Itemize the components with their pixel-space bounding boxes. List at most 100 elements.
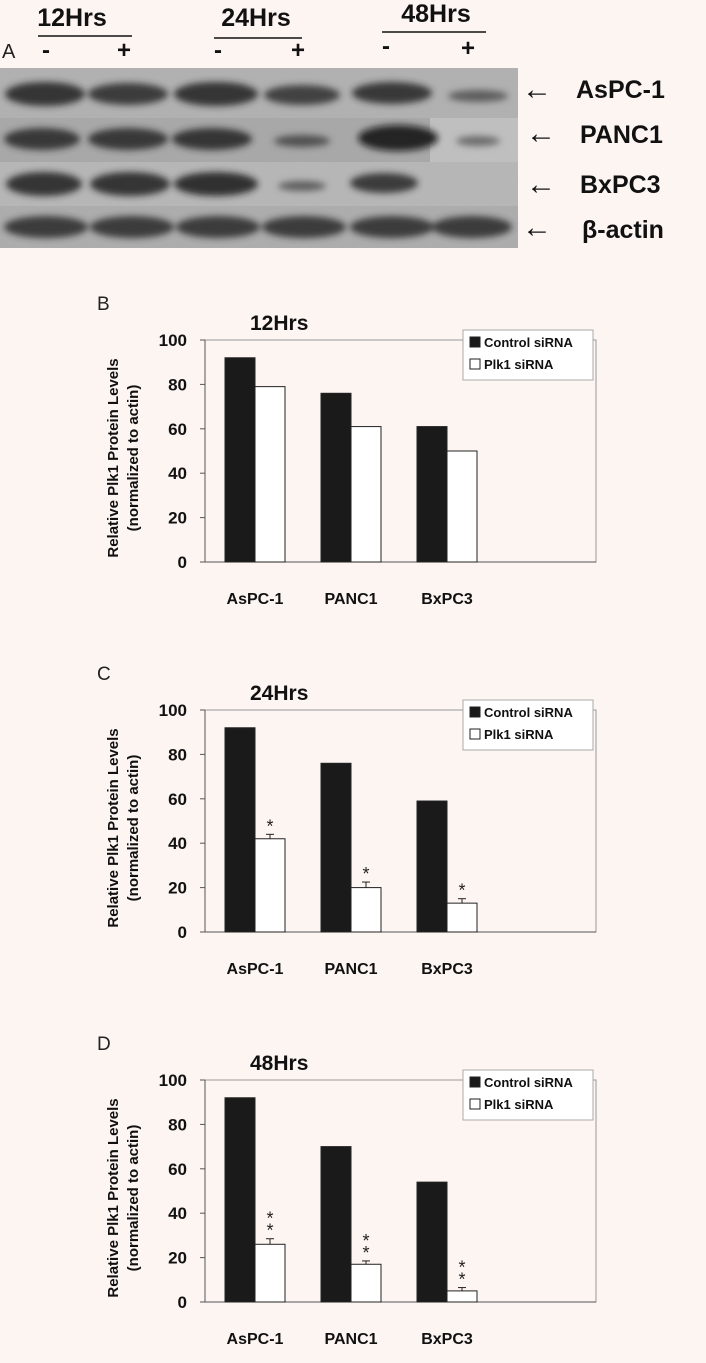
- significance-mark: *: [362, 1231, 369, 1251]
- bar-control-bxpc3: [416, 426, 448, 563]
- row-arrow-actin: ←: [522, 211, 552, 244]
- legend-box: [462, 1069, 594, 1121]
- legend-label-control: Control siRNA: [484, 1075, 573, 1090]
- legend-label-control: Control siRNA: [484, 705, 573, 720]
- chart-title: 24Hrs: [250, 682, 308, 705]
- western-blot-panel: A 12Hrs 24Hrs 48Hrs - + - + - +: [0, 0, 665, 248]
- legend-label-plk1: Plk1 siRNA: [484, 1097, 554, 1112]
- row-label-aspc1: AsPC-1: [576, 76, 665, 104]
- y-axis-subtitle: (normalized to actin): [125, 385, 142, 532]
- y-axis-title: Relative Plk1 Protein Levels: [105, 728, 122, 927]
- legend-label-plk1: Plk1 siRNA: [484, 357, 554, 372]
- bar-control-bxpc3: [416, 1181, 448, 1303]
- y-tick-label: 40: [168, 1204, 187, 1223]
- bar-control-panc1: [320, 392, 352, 563]
- significance-mark: *: [266, 816, 273, 836]
- timepoint-12hrs: 12Hrs: [37, 4, 107, 32]
- y-tick-label: 100: [159, 331, 187, 350]
- y-tick-label: 0: [178, 553, 187, 572]
- bar-plk1-bxpc3: [446, 902, 478, 933]
- panel-label: C: [97, 664, 111, 685]
- row-arrow-aspc1: ←: [522, 73, 552, 106]
- lane-3-minus: -: [214, 37, 222, 64]
- bar-plk1-bxpc3: [446, 1290, 478, 1303]
- significance-mark: *: [266, 1209, 273, 1229]
- legend-swatch-plk1: [469, 1098, 481, 1110]
- x-category-label: PANC1: [324, 961, 377, 978]
- y-tick-label: 60: [168, 420, 187, 439]
- y-axis-title: Relative Plk1 Protein Levels: [105, 358, 122, 557]
- legend-swatch-plk1: [469, 728, 481, 740]
- y-tick-label: 20: [168, 879, 187, 898]
- x-category-label: BxPC3: [421, 961, 473, 978]
- significance-mark: *: [362, 864, 369, 884]
- x-category-label: AsPC-1: [227, 961, 284, 978]
- bar-chart-12hrs: B Relative Plk1 Protein Levels (normalized…: [97, 294, 597, 608]
- bar-chart-48hrs: D Relative Plk1 Protein Levels (normalized…: [97, 1034, 597, 1348]
- y-tick-label: 80: [168, 745, 187, 764]
- legend-swatch-plk1: [469, 358, 481, 370]
- y-tick-label: 100: [159, 1071, 187, 1090]
- legend-box: [462, 699, 594, 751]
- y-tick-label: 60: [168, 790, 187, 809]
- legend: Control siRNA Plk1 siRNA: [462, 329, 594, 381]
- bar-plk1-panc1: [350, 426, 382, 563]
- bar-plk1-aspc1: [254, 386, 286, 563]
- row-label-actin: β-actin: [582, 216, 664, 244]
- bar-control-panc1: [320, 762, 352, 933]
- legend-label-plk1: Plk1 siRNA: [484, 727, 554, 742]
- row-arrow-panc1: ←: [526, 117, 556, 150]
- bar-plk1-aspc1: [254, 1243, 286, 1303]
- row-arrow-bxpc3: ←: [526, 168, 556, 201]
- y-axis-subtitle: (normalized to actin): [125, 755, 142, 902]
- panel-a-label: A: [2, 41, 16, 63]
- legend-swatch-control: [469, 706, 481, 718]
- y-tick-label: 0: [178, 1293, 187, 1312]
- y-tick-label: 100: [159, 701, 187, 720]
- timepoint-24hrs: 24Hrs: [221, 4, 291, 32]
- lane-1-minus: -: [42, 37, 50, 64]
- blot-image: [0, 68, 518, 248]
- bar-chart-24hrs: C Relative Plk1 Protein Levels (normalized…: [97, 664, 597, 978]
- lane-4-plus: +: [291, 37, 305, 64]
- bar-control-aspc1: [224, 1097, 256, 1303]
- bar-plk1-bxpc3: [446, 450, 478, 563]
- chart-title: 12Hrs: [250, 312, 308, 335]
- significance-mark: *: [458, 1270, 465, 1290]
- significance-mark: *: [458, 1258, 465, 1278]
- bar-control-panc1: [320, 1146, 352, 1303]
- significance-mark: *: [458, 881, 465, 901]
- x-category-label: PANC1: [324, 591, 377, 608]
- panel-label: D: [97, 1034, 111, 1055]
- y-tick-label: 0: [178, 923, 187, 942]
- y-tick-label: 20: [168, 1249, 187, 1268]
- lane-6-plus: +: [461, 35, 475, 62]
- bar-plk1-panc1: [350, 1263, 382, 1303]
- row-label-bxpc3: BxPC3: [580, 171, 661, 199]
- y-tick-label: 80: [168, 375, 187, 394]
- significance-mark: *: [266, 1221, 273, 1241]
- y-tick-label: 40: [168, 464, 187, 483]
- legend: Control siRNA Plk1 siRNA: [462, 699, 594, 751]
- legend-label-control: Control siRNA: [484, 335, 573, 350]
- bar-control-aspc1: [224, 357, 256, 563]
- y-tick-label: 20: [168, 509, 187, 528]
- row-label-panc1: PANC1: [580, 121, 663, 149]
- bar-control-bxpc3: [416, 800, 448, 933]
- y-axis-title: Relative Plk1 Protein Levels: [105, 1098, 122, 1297]
- y-axis-subtitle: (normalized to actin): [125, 1125, 142, 1272]
- chart-title: 48Hrs: [250, 1052, 308, 1075]
- bar-plk1-aspc1: [254, 838, 286, 933]
- significance-mark: *: [362, 1243, 369, 1263]
- x-category-label: AsPC-1: [227, 591, 284, 608]
- x-category-label: BxPC3: [421, 591, 473, 608]
- legend-box: [462, 329, 594, 381]
- x-category-label: PANC1: [324, 1331, 377, 1348]
- panel-label: B: [97, 294, 110, 315]
- y-tick-label: 80: [168, 1115, 187, 1134]
- legend-swatch-control: [469, 336, 481, 348]
- x-category-label: AsPC-1: [227, 1331, 284, 1348]
- legend-swatch-control: [469, 1076, 481, 1088]
- y-tick-label: 60: [168, 1160, 187, 1179]
- legend: Control siRNA Plk1 siRNA: [462, 1069, 594, 1121]
